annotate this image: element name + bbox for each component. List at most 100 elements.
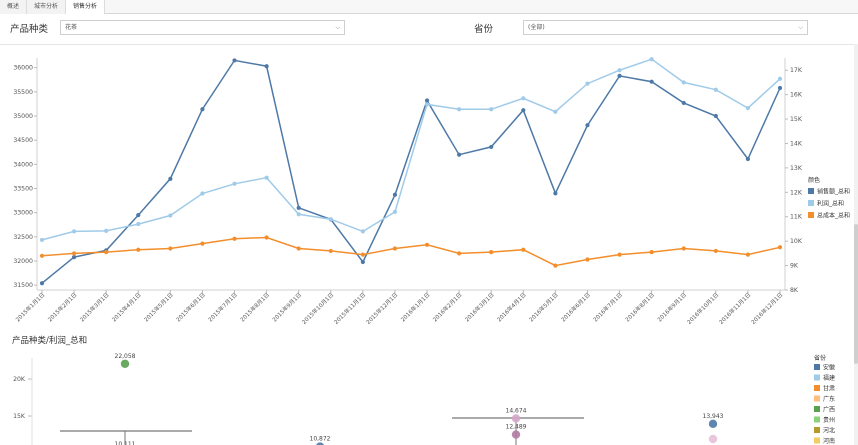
- series-line-1: [41, 58, 781, 241]
- data-point: [553, 109, 558, 114]
- scatter-legend-label: 贵州: [823, 416, 835, 424]
- header-divider: [0, 44, 858, 45]
- data-point: [521, 96, 526, 101]
- data-point: [713, 87, 718, 92]
- scatter-legend-swatch: [814, 416, 820, 423]
- data-point: [71, 229, 77, 234]
- province-select-value: (全部): [528, 24, 545, 31]
- left-tick-label: 35000: [13, 113, 33, 120]
- legend-swatch: [808, 188, 814, 194]
- scatter-point-label: 13,943: [703, 413, 724, 420]
- x-tick-label: 2016年3月1日: [463, 291, 496, 324]
- scatter-legend-label: 安徽: [823, 364, 835, 372]
- data-point: [617, 73, 622, 78]
- legend-label: 利润_总和: [817, 200, 844, 208]
- data-point: [360, 252, 365, 257]
- scatter-legend-swatch: [814, 406, 820, 412]
- tab-sales-analysis[interactable]: 销售分析: [66, 0, 106, 14]
- data-point: [585, 81, 590, 86]
- data-point: [136, 247, 141, 252]
- data-point: [489, 144, 494, 150]
- data-point: [328, 248, 333, 254]
- data-point: [713, 113, 718, 119]
- scatter-legend-swatch: [814, 395, 820, 402]
- product-select[interactable]: 花茶 ⌵: [60, 20, 345, 35]
- data-point: [296, 212, 301, 217]
- data-point: [777, 85, 783, 91]
- right-tick-label: 15K: [790, 116, 803, 123]
- data-point: [553, 263, 558, 268]
- data-point: [232, 181, 237, 186]
- data-point: [136, 212, 141, 218]
- x-tick-label: 2016年9月1日: [656, 291, 689, 324]
- data-point: [457, 152, 462, 157]
- tab-city-analysis[interactable]: 城市分析: [27, 0, 67, 14]
- scatter-legend-swatch: [814, 437, 820, 444]
- data-point: [649, 250, 654, 255]
- scrollbar[interactable]: [854, 44, 858, 445]
- data-point: [296, 205, 301, 210]
- chevron-down-icon: ⌵: [798, 24, 803, 31]
- scatter-legend-swatch: [814, 374, 820, 381]
- data-point: [777, 245, 783, 250]
- data-point: [457, 251, 462, 256]
- left-tick-label: 33000: [13, 210, 33, 217]
- data-point: [649, 79, 654, 84]
- scatter-legend-label: 河北: [823, 427, 835, 435]
- x-tick-label: 2015年9月1日: [270, 291, 303, 324]
- right-tick-label: 10K: [790, 238, 803, 245]
- scatter-legend-title: 省份: [814, 354, 826, 362]
- right-tick-label: 14K: [790, 140, 803, 147]
- data-point: [424, 242, 430, 247]
- scatter-point: [708, 419, 718, 429]
- left-tick-label: 31500: [13, 282, 33, 289]
- data-point: [681, 246, 686, 251]
- scatter-legend-label: 河南: [823, 437, 835, 445]
- scatter-title: 产品种类/利润_总和: [12, 335, 87, 346]
- data-point: [264, 235, 269, 240]
- legend-swatch: [808, 200, 814, 206]
- data-point: [585, 257, 590, 262]
- data-point: [489, 250, 494, 255]
- data-point: [489, 107, 494, 112]
- x-tick-label: 2015年12月1日: [364, 291, 399, 326]
- scatter-tick-label: 20K: [13, 376, 26, 383]
- data-point: [232, 236, 237, 241]
- x-tick-label: 2015年10月1日: [300, 291, 335, 326]
- left-tick-label: 34000: [13, 161, 33, 168]
- x-tick-label: 2015年2月1日: [46, 291, 79, 324]
- province-filter-label: 省份: [474, 24, 494, 35]
- province-select[interactable]: (全部) ⌵: [523, 20, 808, 35]
- tab-overview[interactable]: 概述: [0, 0, 28, 14]
- right-tick-label: 17K: [790, 67, 803, 74]
- scatter-point-label: 14,674: [506, 407, 527, 414]
- data-point: [681, 80, 686, 85]
- scatter-point: [708, 434, 718, 444]
- data-point: [71, 255, 77, 260]
- data-point: [424, 98, 430, 103]
- data-point: [392, 192, 398, 197]
- data-point: [200, 241, 205, 246]
- x-tick-label: 2015年3月1日: [78, 291, 111, 324]
- x-tick-label: 2015年1月1日: [14, 291, 47, 324]
- scrollbar-thumb[interactable]: [854, 224, 858, 364]
- right-tick-label: 12K: [790, 189, 803, 196]
- data-point: [649, 57, 654, 62]
- x-tick-label: 2016年5月1日: [527, 291, 560, 324]
- x-tick-label: 2016年10月1日: [685, 291, 720, 326]
- data-point: [328, 217, 333, 222]
- scatter-legend-label: 甘肃: [823, 385, 835, 393]
- scatter-legend-swatch: [814, 364, 820, 370]
- scatter-point-label: 10,872: [310, 436, 331, 443]
- scatter-tick-label: 15K: [13, 413, 26, 420]
- data-point: [264, 64, 269, 69]
- legend-swatch: [808, 212, 814, 218]
- scatter-point: [120, 359, 130, 368]
- data-point: [200, 107, 205, 112]
- data-point: [232, 58, 237, 63]
- product-filter-label: 产品种类: [10, 24, 49, 35]
- data-point: [328, 217, 333, 222]
- x-tick-label: 2015年7月1日: [206, 291, 239, 324]
- scatter-point-label: 10,111: [115, 441, 136, 445]
